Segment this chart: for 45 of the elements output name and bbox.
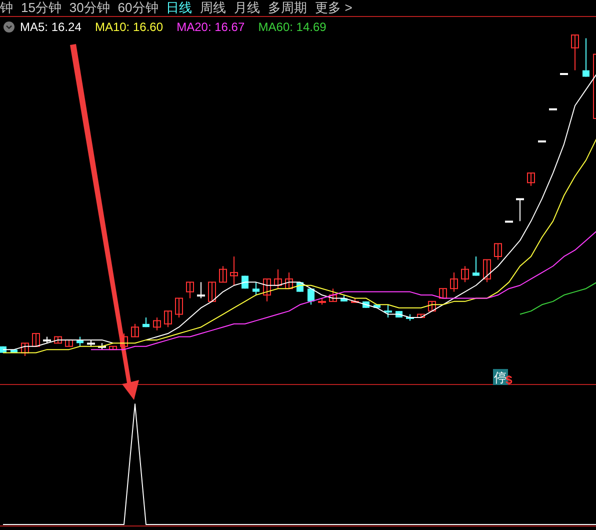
candlestick <box>263 278 271 302</box>
text: MA10: 16.60 <box>94 20 164 34</box>
text: 多周期 <box>268 0 308 15</box>
text: 30分钟 <box>69 0 110 15</box>
text: MA60: 14.69 <box>258 20 327 34</box>
text: 更多 > <box>315 0 352 15</box>
candlestick <box>461 266 469 283</box>
candlestick <box>494 243 502 260</box>
candlestick <box>230 256 238 286</box>
candlestick <box>32 333 40 347</box>
candlestick <box>428 300 436 312</box>
text: 15分钟 <box>21 0 62 15</box>
candlestick <box>120 333 128 347</box>
candlestick <box>308 288 314 306</box>
candlestick <box>329 288 337 302</box>
candlestick <box>186 282 194 299</box>
candlestick <box>131 323 139 338</box>
text: 停 <box>494 370 507 385</box>
text: 月线 <box>234 0 260 15</box>
candlestick <box>384 304 392 318</box>
candlestick <box>197 282 205 299</box>
candlestick <box>219 266 227 283</box>
candlestick <box>450 272 458 292</box>
text: 日线 <box>166 0 192 15</box>
candlestick <box>175 298 183 318</box>
text: MA20: 16.67 <box>176 20 245 34</box>
candlestick <box>274 268 282 290</box>
candlestick <box>582 38 590 78</box>
candlestick <box>285 272 293 290</box>
text: MA5: 16.24 <box>20 20 82 34</box>
text: 钟 <box>0 0 13 15</box>
candlestick <box>164 310 172 328</box>
candlestick <box>571 34 579 71</box>
candlestick <box>483 259 491 283</box>
candlestick <box>516 198 524 222</box>
text: $ <box>506 373 513 387</box>
candlestick <box>439 288 447 299</box>
candlestick <box>527 172 535 186</box>
candlestick <box>153 316 161 331</box>
candlestick <box>208 282 216 302</box>
candlestick <box>472 256 480 276</box>
candlestick <box>21 342 29 356</box>
candlestick <box>252 282 260 296</box>
text: 周线 <box>200 0 226 15</box>
text: 60分钟 <box>118 0 158 15</box>
